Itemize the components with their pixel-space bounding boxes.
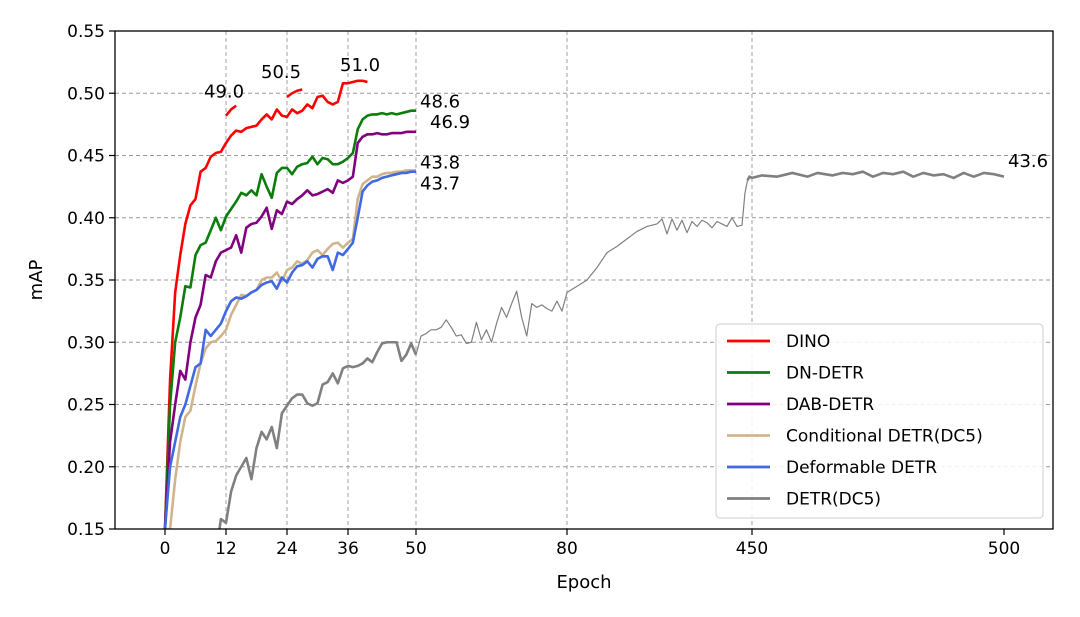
series-line-dino <box>163 81 348 529</box>
x-tick-label: 24 <box>276 539 298 559</box>
x-tick-label: 36 <box>337 539 359 559</box>
annotation-label: 49.0 <box>204 82 244 103</box>
legend-label: DETR(DC5) <box>786 490 881 510</box>
y-tick-label: 0.15 <box>67 520 105 540</box>
y-tick-label: 0.35 <box>67 271 105 291</box>
x-tick-label: 450 <box>736 539 768 559</box>
y-tick-label: 0.30 <box>67 333 105 353</box>
series-line-detr-dc5 <box>218 340 418 529</box>
annotation-label: 43.6 <box>1008 151 1048 172</box>
y-tick-label: 0.45 <box>67 147 105 167</box>
legend-label: DAB-DETR <box>786 395 874 415</box>
x-tick-label: 50 <box>405 539 427 559</box>
x-tick-label: 80 <box>556 539 578 559</box>
y-tick-label: 0.55 <box>67 22 105 42</box>
series-line-detr-dc5-tail <box>746 170 1005 182</box>
x-axis-title: Epoch <box>556 572 611 593</box>
series-line-dab-detr <box>163 130 416 529</box>
y-tick-label: 0.25 <box>67 396 105 416</box>
annotation-label: 43.7 <box>420 174 460 195</box>
series-line-conditional-detr-dc5 <box>165 169 416 529</box>
grid-lines <box>115 31 1053 529</box>
annotation-label: 48.6 <box>420 92 460 113</box>
y-tick-label: 0.40 <box>67 209 105 229</box>
x-axis-ticks: 0 12 24 36 50 80 450 500 <box>160 529 1020 559</box>
annotation-label: 51.0 <box>340 55 380 76</box>
annotation-label: 50.5 <box>261 62 301 83</box>
series-lines <box>163 79 1005 529</box>
y-tick-label: 0.20 <box>67 458 105 478</box>
legend: DINO DN-DETR DAB-DETR Conditional DETR(DC5)… <box>715 323 1044 519</box>
y-axis-title: mAP <box>26 260 47 301</box>
x-tick-label: 12 <box>215 539 237 559</box>
series-branch-dino <box>347 79 368 85</box>
value-annotations: 49.0 50.5 51.0 48.646.9 43.843.7 43.6 <box>204 55 1048 195</box>
x-tick-label: 500 <box>988 539 1020 559</box>
series-branch-dino <box>224 104 237 117</box>
y-axis-ticks: 0.15 0.20 0.25 0.30 0.35 0.40 0.45 0.50 0.55 <box>67 22 115 540</box>
x-tick-label: 0 <box>160 539 171 559</box>
series-line-detr-dc5-mid <box>415 180 749 355</box>
legend-label: DN-DETR <box>786 364 864 384</box>
annotation-label: 46.9 <box>430 112 470 133</box>
legend-label: DINO <box>786 332 830 352</box>
series-line-deformable-detr <box>163 170 416 529</box>
series-branch-dino <box>286 88 303 99</box>
legend-box <box>715 323 1044 519</box>
legend-label: Deformable DETR <box>786 458 937 478</box>
legend-label: Conditional DETR(DC5) <box>786 427 983 447</box>
series-line-dn-detr <box>163 109 416 529</box>
y-tick-label: 0.50 <box>67 84 105 104</box>
annotation-label: 43.8 <box>420 152 460 173</box>
